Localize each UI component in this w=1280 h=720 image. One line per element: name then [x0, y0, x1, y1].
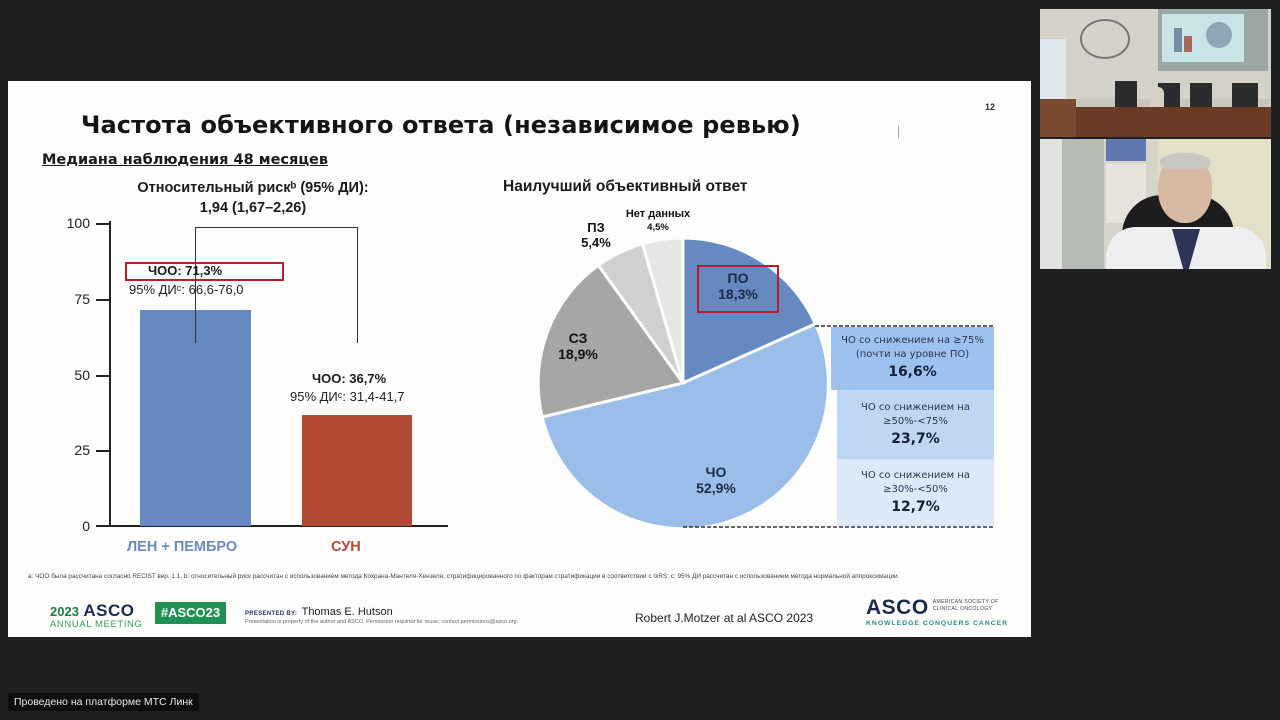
y-tick-mark: [96, 375, 110, 377]
presentation-slide: Частота объективного ответа (независимое…: [8, 81, 1031, 637]
y-tick-mark: [96, 223, 110, 225]
orr-lenpembro: ЧОО: 71,3%: [148, 263, 223, 278]
asco-annual-meeting-logo: 2023 ASCO ANNUAL MEETING: [50, 601, 143, 630]
bar-chart: 100 75 50 25 0 ЧОО: 71,3% 95% ДИᶜ: 66,6-…: [8, 81, 468, 571]
bar-lenpembro: [140, 310, 251, 526]
orr-sun: ЧОО: 36,7%: [312, 371, 387, 386]
y-tick-mark: [96, 299, 110, 301]
y-axis: [109, 221, 111, 527]
y-tick-mark: [96, 450, 110, 452]
presenter-block: PRESENTED BY: Thomas E. Hutson: [245, 606, 393, 618]
breakdown-box-75: ЧО со снижением на ≥75% (почти на уровне…: [831, 327, 994, 390]
desk: [1040, 107, 1271, 137]
category-label-sun: СУН: [331, 539, 361, 555]
presenter-name: Thomas E. Hutson: [301, 606, 393, 618]
pie-label-pz: ПЗ 5,4%: [581, 220, 611, 250]
y-tick-75: 75: [74, 291, 90, 307]
slide-title: Частота объективного ответа (независимое…: [81, 111, 801, 139]
pie-chart-title: Наилучший объективный ответ: [503, 178, 748, 195]
highlight-box-po: [697, 265, 779, 313]
hashtag-badge: #ASCO23: [155, 602, 226, 624]
video-tile-speaker[interactable]: [1040, 139, 1271, 269]
pie-label-cho: ЧО 52,9%: [696, 464, 736, 496]
comparison-bracket: [195, 227, 358, 343]
footnote: a: ЧОО была рассчитана согласно RECIST в…: [28, 573, 900, 580]
pie-label-po: ПО 18,3%: [718, 270, 758, 302]
pie-slice-sz: [536, 263, 686, 419]
disclaimer: Presentation is property of the author a…: [245, 619, 519, 625]
breakdown-box-30-50: ЧО со снижением на ≥30%-<50% 12,7%: [837, 459, 994, 526]
pie-label-sz: СЗ 18,9%: [558, 330, 598, 362]
pie-slice-cho: [540, 321, 830, 531]
citation: Robert J.Motzer at al ASCO 2023: [635, 611, 814, 625]
x-axis: [96, 525, 448, 527]
y-tick-100: 100: [66, 215, 90, 231]
platform-badge: Проведено на платформе МТС Линк: [8, 693, 199, 711]
ci-lenpembro: 95% ДИᶜ: 66,6-76,0: [129, 282, 244, 297]
breakdown-box-50-75: ЧО со снижением на ≥50%-<75% 23,7%: [837, 390, 994, 459]
emblem-icon: [1080, 19, 1130, 59]
slide-subtitle: Медиана наблюдения 48 месяцев: [42, 152, 329, 168]
relative-risk-label: Относительный рискᵇ (95% ДИ): 1,94 (1,67…: [88, 178, 418, 218]
ci-sun: 95% ДИᶜ: 31,4-41,7: [290, 389, 405, 404]
video-tile-conference-room[interactable]: [1040, 9, 1271, 137]
y-tick-25: 25: [74, 442, 90, 458]
bar-sun: [302, 415, 412, 526]
projection-screen: [1158, 9, 1268, 71]
pie-slice-po: [681, 236, 818, 386]
relative-risk-value: 1,94 (1,67–2,26): [199, 200, 307, 216]
y-tick-0: 0: [82, 518, 90, 534]
text-cursor-icon: [898, 126, 899, 138]
pie-chart: [536, 236, 994, 531]
y-tick-50: 50: [74, 367, 90, 383]
category-label-lenpembro: ЛЕН + ПЕМБРО: [127, 539, 238, 555]
highlight-box-orr-lenpembro: [125, 262, 284, 281]
page-number: 12: [985, 102, 996, 112]
asco-society-logo: ASCO AMERICAN SOCIETY OF CLINICAL ONCOLO…: [866, 596, 1009, 627]
relative-risk-line1: Относительный рискᵇ (95% ДИ):: [137, 180, 369, 196]
pie-label-no-data: Нет данных 4,5%: [625, 208, 691, 233]
pie-slice-no-data: [640, 236, 685, 384]
